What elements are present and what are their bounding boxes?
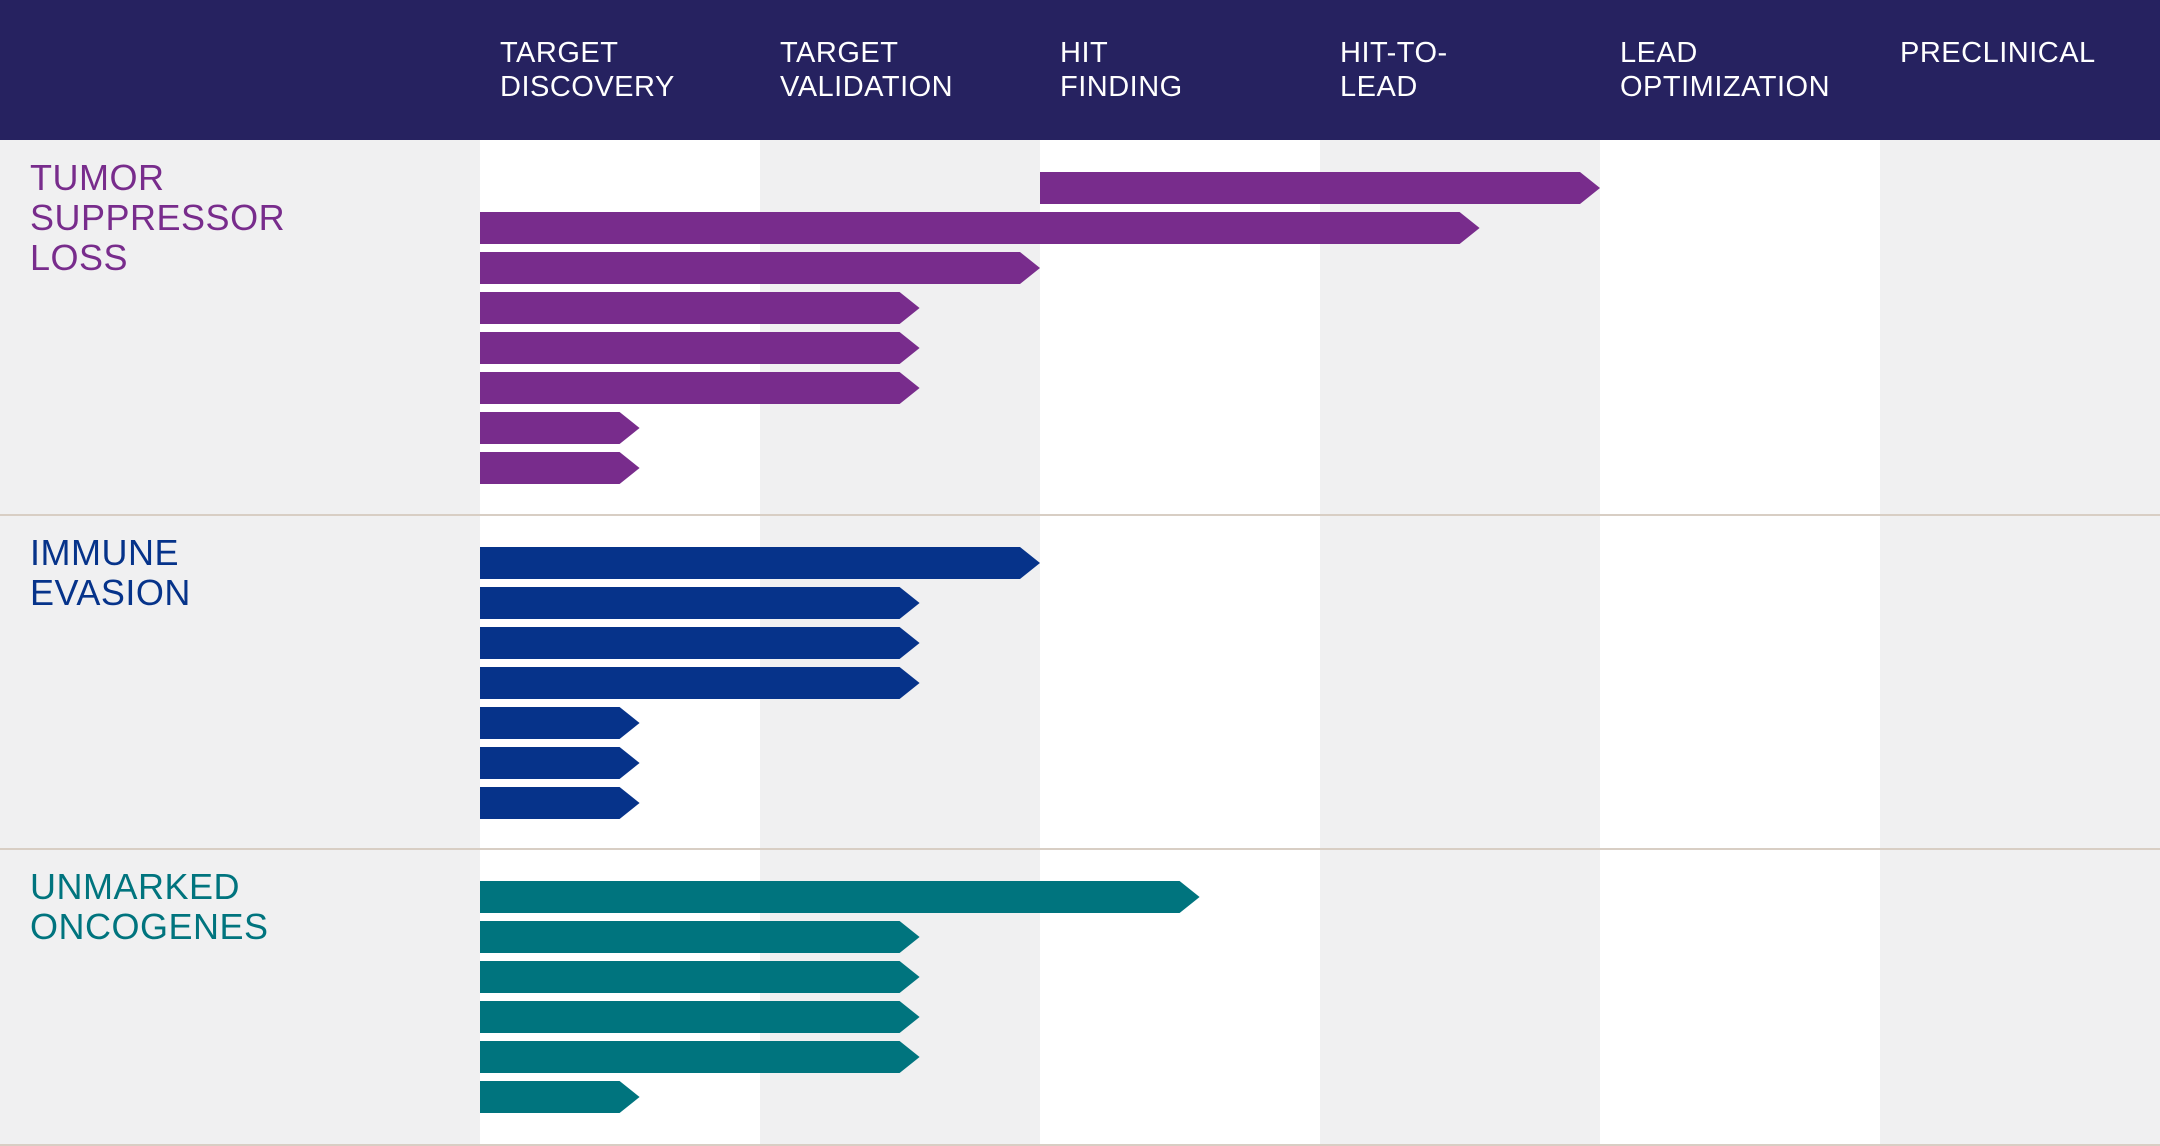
pipeline-bar: [480, 252, 1040, 284]
pipeline-bar: [1040, 172, 1600, 204]
pipeline-bar: [480, 587, 920, 619]
pipeline-bar: [480, 1041, 920, 1073]
pipeline-bar: [480, 627, 920, 659]
pipeline-bar: [480, 292, 920, 324]
stage-header-label: TARGET: [500, 37, 618, 69]
stage-header-label: FINDING: [1060, 71, 1183, 103]
stage-header-label: HIT-TO-: [1340, 37, 1448, 69]
stage-header-label: PRECLINICAL: [1900, 37, 2096, 69]
stage-header-label: OPTIMIZATION: [1620, 71, 1830, 103]
group-label: ONCOGENES: [30, 906, 269, 947]
stage-header-label: LEAD: [1340, 71, 1418, 103]
group-label: TUMOR: [30, 157, 164, 198]
pipeline-bar: [480, 372, 920, 404]
pipeline-bar: [480, 747, 640, 779]
pipeline-bar: [480, 452, 640, 484]
group-label: LOSS: [30, 237, 128, 278]
pipeline-bar: [480, 1001, 920, 1033]
pipeline-bar: [480, 667, 920, 699]
header-bar: [0, 0, 2160, 140]
stage-column-band: [1600, 140, 1880, 1146]
stage-header-label: TARGET: [780, 37, 898, 69]
pipeline-bar: [480, 412, 640, 444]
pipeline-bar: [480, 961, 920, 993]
pipeline-bar: [480, 881, 1200, 913]
pipeline-bar: [480, 212, 1480, 244]
pipeline-bar: [480, 332, 920, 364]
pipeline-bar: [480, 707, 640, 739]
group-label: UNMARKED: [30, 866, 240, 907]
group-label: SUPPRESSOR: [30, 197, 285, 238]
stage-header-label: LEAD: [1620, 37, 1698, 69]
pipeline-bar: [480, 1081, 640, 1113]
pipeline-bar: [480, 787, 640, 819]
stage-column-band: [1040, 140, 1320, 1146]
group-label: EVASION: [30, 572, 191, 613]
pipeline-bar: [480, 547, 1040, 579]
stage-header-label: DISCOVERY: [500, 71, 675, 103]
group-label: IMMUNE: [30, 532, 179, 573]
stage-header-label: HIT: [1060, 37, 1108, 69]
stage-header-label: VALIDATION: [780, 71, 953, 103]
pipeline-bar: [480, 921, 920, 953]
